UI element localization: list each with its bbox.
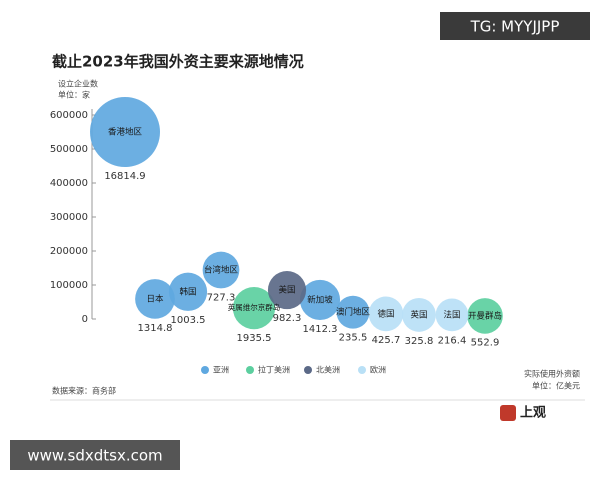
legend-label: 亚洲	[213, 366, 229, 375]
y-tick-label: 400000	[50, 178, 88, 189]
watermark: www.sdxdtsx.com	[27, 447, 162, 465]
y-axis-label: 设立企业数	[58, 79, 98, 89]
size-value-label: 1412.3	[303, 324, 338, 335]
size-value-label: 1003.5	[171, 315, 206, 326]
logo-icon	[500, 405, 516, 421]
legend-marker	[201, 366, 209, 374]
legend-label: 欧洲	[370, 365, 386, 375]
bubble	[467, 298, 503, 334]
bubble	[267, 271, 307, 310]
bubbles	[90, 97, 503, 334]
size-unit: 单位：亿美元	[532, 381, 580, 391]
logo-text: 上观	[520, 406, 546, 421]
size-value-label: 1935.5	[237, 333, 272, 344]
bubble	[168, 272, 208, 311]
legend-label: 北美洲	[316, 365, 340, 375]
y-tick-label: 100000	[50, 280, 88, 291]
bubble	[202, 251, 240, 289]
bubble-label: 韩国	[179, 286, 196, 297]
size-value-label: 982.3	[273, 313, 302, 324]
bubble-label: 新加坡	[307, 294, 333, 305]
size-value-label: 1314.8	[138, 323, 173, 334]
bubble-label: 法国	[443, 309, 460, 320]
legend-label: 拉丁美洲	[258, 365, 290, 375]
bubble	[232, 286, 276, 330]
bubble	[435, 298, 469, 332]
bubble	[402, 297, 436, 332]
y-tick-label: 500000	[50, 144, 88, 155]
y-tick-label: 300000	[50, 212, 88, 223]
y-axis-unit: 单位：家	[58, 90, 90, 100]
bubble	[299, 279, 341, 321]
size-value-label: 552.9	[471, 338, 500, 349]
bubble-label: 澳门地区	[336, 307, 371, 318]
y-tick-label: 200000	[50, 246, 88, 257]
bubble-label: 香港地区	[108, 127, 143, 138]
source: 数据来源：商务部	[52, 386, 116, 396]
bubble-label: 日本	[146, 293, 164, 304]
size-value-label: 235.5	[339, 333, 368, 344]
bubble	[135, 279, 175, 319]
watermark: TG: MYYJJPP	[470, 18, 560, 36]
logo: 上观	[500, 405, 546, 421]
bubble	[336, 295, 370, 329]
bubble-label: 开曼群岛	[468, 310, 502, 321]
bubble	[368, 296, 404, 332]
legend-marker	[246, 366, 254, 374]
watermark-box	[440, 12, 590, 40]
size-value-label: 16814.9	[104, 171, 145, 182]
size-label: 实际使用外资额	[524, 369, 580, 379]
y-tick-label: 0	[82, 314, 88, 325]
size-value-label: 425.7	[372, 335, 401, 346]
bubble-label: 英国	[410, 309, 427, 320]
legend-marker	[358, 366, 366, 374]
chart-title: 截止2023年我国外资主要来源地情况	[52, 53, 304, 71]
labels: 香港地区 16814.9 日本 1314.8 韩国 1003.5 台湾地区 727.3 新加坡 1…	[104, 127, 502, 349]
bubble-label: 美国	[278, 285, 295, 296]
bubble	[90, 97, 160, 167]
size-value-label: 727.3	[207, 292, 236, 303]
bubble-label: 英属维尔京群岛	[228, 302, 281, 312]
size-value-label: 216.4	[438, 335, 467, 346]
y-tick-label: 600000	[50, 110, 88, 121]
bubble-label: 台湾地区	[204, 265, 239, 276]
watermark-box	[10, 440, 180, 470]
size-value-label: 325.8	[405, 336, 434, 347]
legend-marker	[304, 366, 312, 374]
bubble-label: 德国	[377, 308, 394, 319]
